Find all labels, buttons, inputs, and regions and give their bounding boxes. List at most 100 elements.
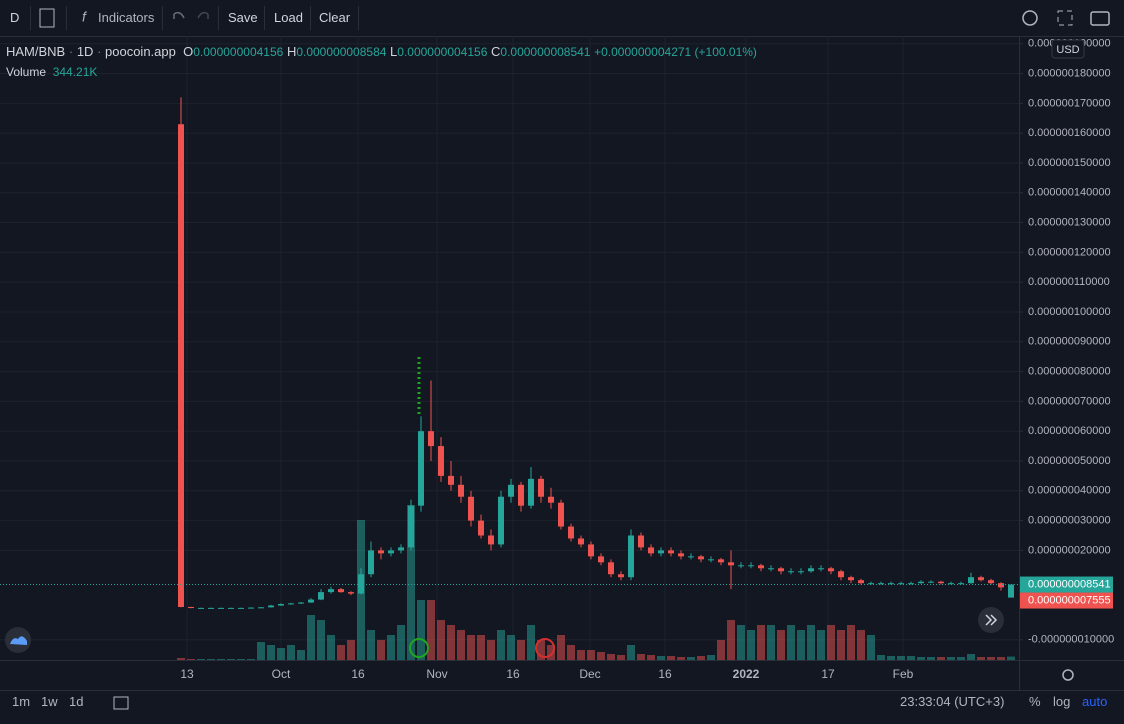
price-badge-label: 0.000000008541 xyxy=(1028,578,1111,590)
separator xyxy=(162,6,163,30)
volume-bar xyxy=(537,640,545,660)
volume-bar xyxy=(397,625,405,660)
x-tick-label: 17 xyxy=(821,667,835,681)
candle-body xyxy=(968,577,974,584)
volume-bar xyxy=(877,655,885,660)
candle-body xyxy=(508,484,514,497)
candle-body xyxy=(268,605,274,608)
x-tick-label: 2022 xyxy=(733,667,760,681)
price-badge-label: 0.000000007555 xyxy=(1028,594,1111,606)
y-tick-label: 0.000000130000 xyxy=(1028,216,1111,228)
interval-button[interactable]: D xyxy=(10,10,20,25)
volume-bar xyxy=(807,625,815,660)
chart-style-button[interactable] xyxy=(39,8,55,28)
volume-bar xyxy=(527,625,535,660)
candle-body xyxy=(978,577,984,581)
y-tick-label: 0.000000040000 xyxy=(1028,485,1111,497)
y-tick-label: 0.000000060000 xyxy=(1028,425,1111,437)
volume-bar xyxy=(907,656,915,660)
candle-body xyxy=(298,602,304,604)
candle-body xyxy=(788,571,794,573)
separator xyxy=(264,6,265,30)
volume-bar xyxy=(707,655,715,660)
volume-legend: Volume 344.21K xyxy=(6,65,97,79)
separator xyxy=(310,6,311,30)
candle-body xyxy=(458,484,464,497)
chart-bg xyxy=(0,36,1124,690)
candle-body xyxy=(218,607,224,609)
volume-bar xyxy=(307,615,315,660)
candle-body xyxy=(808,568,814,572)
load-button[interactable]: Load xyxy=(274,10,303,25)
candle-body xyxy=(238,607,244,609)
x-tick-label: Oct xyxy=(272,667,291,681)
fx-icon: f xyxy=(82,9,88,25)
candle-body xyxy=(768,568,774,570)
volume-bar xyxy=(917,657,925,660)
candle-body xyxy=(828,568,834,572)
sell-marker[interactable] xyxy=(535,638,555,658)
symbol: HAM/BNB xyxy=(6,44,66,59)
undo-button[interactable] xyxy=(173,11,185,19)
volume-bar xyxy=(597,652,605,660)
save-button[interactable]: Save xyxy=(228,10,258,25)
source: poocoin.app xyxy=(105,44,176,59)
volume-bar xyxy=(837,630,845,660)
volume-bar xyxy=(497,630,505,660)
volume-bar xyxy=(487,640,495,660)
y-tick-label: 0.000000170000 xyxy=(1028,97,1111,109)
volume-bar xyxy=(737,625,745,660)
l-label: L xyxy=(390,44,398,59)
candle-body xyxy=(738,565,744,567)
volume-bar xyxy=(767,625,775,660)
volume-bar xyxy=(717,640,725,660)
settings-icon[interactable] xyxy=(1062,669,1074,681)
candle-body xyxy=(278,604,284,606)
currency-button[interactable] xyxy=(1051,39,1085,59)
volume-bar xyxy=(247,659,255,660)
volume-value: 344.21K xyxy=(52,65,98,79)
fullscreen-button[interactable] xyxy=(1057,10,1073,26)
volume-bar xyxy=(987,657,995,660)
y-tick-label: 0.000000050000 xyxy=(1028,455,1111,467)
candle-body xyxy=(958,583,964,585)
candle-body xyxy=(208,607,214,609)
buy-marker[interactable] xyxy=(409,638,429,658)
auto-toggle[interactable]: auto xyxy=(1082,694,1108,709)
candle-body xyxy=(638,535,644,548)
volume-bar xyxy=(607,654,615,660)
range-1d[interactable]: 1d xyxy=(69,694,84,709)
y-tick-label: 0.000000150000 xyxy=(1028,157,1111,169)
candle-body xyxy=(778,568,784,572)
y-tick-label: 0.000000020000 xyxy=(1028,544,1111,556)
candle-body xyxy=(988,580,994,584)
y-tick-label: 0.000000070000 xyxy=(1028,395,1111,407)
date-range-button[interactable] xyxy=(113,696,129,710)
candle-body xyxy=(648,547,654,554)
clear-button[interactable]: Clear xyxy=(319,10,351,25)
indicators-button[interactable]: Indicators xyxy=(98,10,155,25)
candle-body xyxy=(358,574,364,594)
log-toggle[interactable]: log xyxy=(1053,694,1071,709)
volume-bar xyxy=(577,650,585,660)
candle-body xyxy=(428,431,434,447)
volume-bar xyxy=(187,659,195,660)
y-tick-label: 0.000000100000 xyxy=(1028,306,1111,318)
redo-button[interactable] xyxy=(197,11,209,19)
settings-button[interactable] xyxy=(1022,10,1038,26)
y-tick-label: 0.000000030000 xyxy=(1028,514,1111,526)
percent-toggle[interactable]: % xyxy=(1029,694,1041,709)
separator xyxy=(66,6,67,30)
y-tick-label: 0.000000090000 xyxy=(1028,336,1111,348)
snapshot-button[interactable] xyxy=(1090,11,1110,26)
candle-body xyxy=(618,574,624,578)
range-1w[interactable]: 1w xyxy=(41,694,58,709)
candle-body xyxy=(938,581,944,584)
volume-bar xyxy=(787,625,795,660)
candle-body xyxy=(388,550,394,554)
candle-body xyxy=(838,571,844,578)
volume-bar xyxy=(967,654,975,660)
candle-body xyxy=(658,550,664,554)
range-1m[interactable]: 1m xyxy=(12,694,31,709)
volume-bar xyxy=(477,635,485,660)
